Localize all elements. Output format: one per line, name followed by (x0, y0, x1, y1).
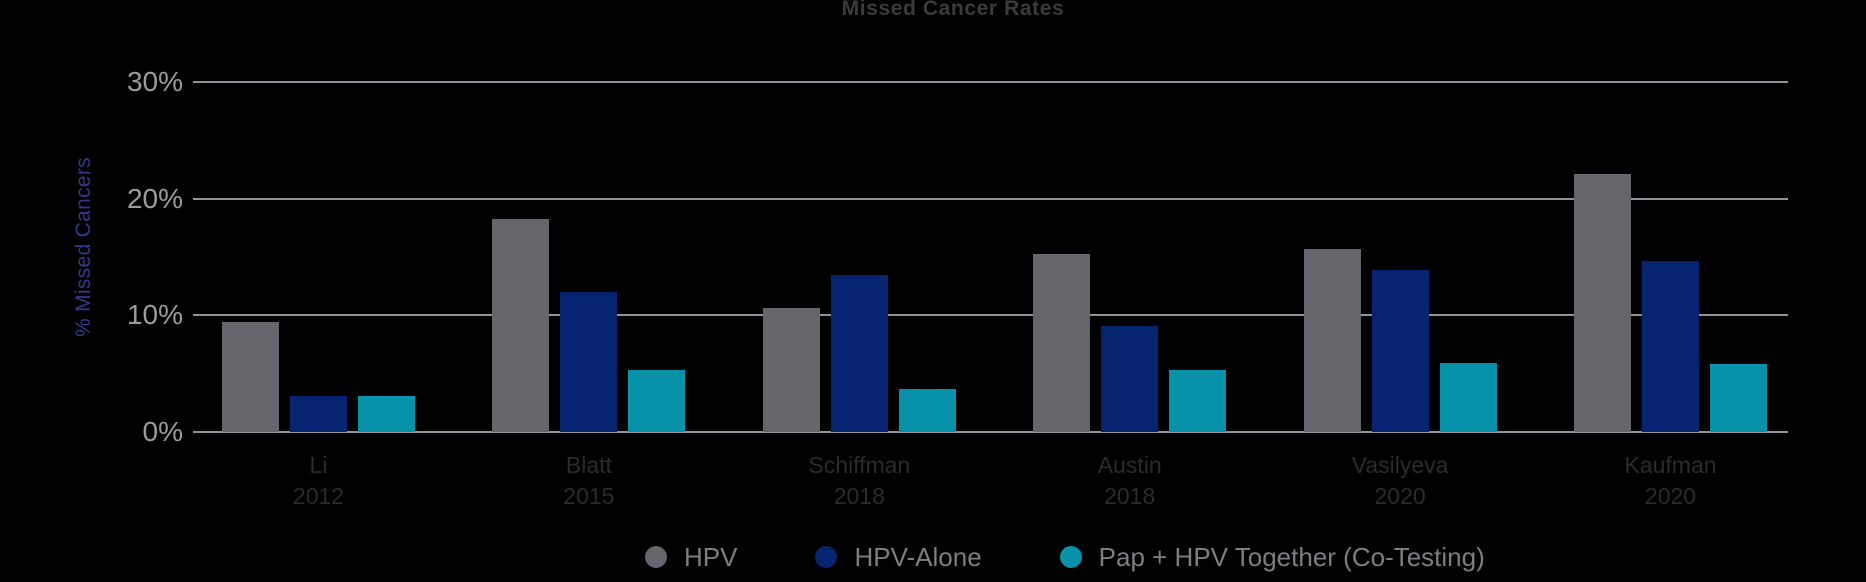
bar-pap-hpv-together-co-testing-li-2012 (358, 395, 415, 432)
x-label-year: 2015 (563, 483, 615, 509)
x-label-name: Vasilyeva (1351, 452, 1449, 478)
legend-dot-icon (645, 546, 667, 568)
bar-hpv-kaufman-2020 (1574, 174, 1631, 432)
bar-hpv-alone-kaufman-2020 (1642, 260, 1699, 432)
x-label-year: 2020 (1374, 483, 1426, 509)
bar-hpv-alone-schiffman-2018 (830, 274, 888, 432)
bar-hpv-blatt-2015 (492, 218, 550, 432)
gridline-30% (193, 81, 1788, 83)
gridline-0% (193, 431, 1788, 433)
bar-hpv-schiffman-2018 (762, 308, 820, 432)
x-label-kaufman-2020: Kaufman 2020 (1536, 450, 1806, 512)
x-label-austin-2018: Austin 2018 (995, 450, 1265, 512)
chart-title: Missed Cancer Rates (841, 0, 1065, 20)
y-tick-30%: 30% (126, 66, 183, 97)
bar-pap-hpv-together-co-testing-austin-2018 (1169, 370, 1227, 432)
legend-label: Pap + HPV Together (Co-Testing) (1098, 541, 1485, 572)
gridline-10% (193, 314, 1788, 317)
x-label-year: 2020 (1644, 483, 1697, 509)
x-label-schiffman-2018: Schiffman 2018 (724, 450, 994, 512)
bar-pap-hpv-together-co-testing-blatt-2015 (628, 370, 686, 432)
x-label-name: Kaufman (1624, 452, 1717, 478)
legend: HPV HPV-Alone Pap + HPV Together (Co-Testi… (645, 541, 1485, 573)
bar-hpv-alone-blatt-2015 (560, 292, 618, 432)
plot-area (193, 81, 1788, 433)
bar-hpv-austin-2018 (1033, 253, 1091, 432)
x-label-name: Schiffman (808, 452, 911, 478)
bar-hpv-vasilyeva-2020 (1303, 248, 1361, 432)
bar-hpv-alone-austin-2018 (1101, 325, 1159, 432)
legend-dot-icon (815, 546, 838, 568)
x-label-year: 2018 (833, 483, 885, 509)
legend-item-pap-hpv-together-co-testing: Pap + HPV Together (Co-Testing) (1059, 541, 1485, 573)
legend-dot-icon (1059, 546, 1082, 568)
gridline-20% (193, 197, 1788, 200)
legend-label: HPV (684, 541, 738, 572)
x-label-vasilyeva-2020: Vasilyeva 2020 (1265, 450, 1535, 512)
legend-item-hpv-alone: HPV-Alone (815, 541, 982, 573)
y-tick-10%: 10% (126, 299, 183, 331)
x-label-li-2012: Li 2012 (184, 450, 454, 512)
bar-hpv-alone-vasilyeva-2020 (1371, 269, 1429, 432)
legend-item-hpv: HPV (645, 542, 737, 573)
y-tick-0%: 0% (142, 416, 183, 447)
bar-pap-hpv-together-co-testing-schiffman-2018 (898, 388, 956, 432)
bar-hpv-alone-li-2012 (290, 395, 347, 432)
bar-pap-hpv-together-co-testing-vasilyeva-2020 (1439, 363, 1497, 432)
x-label-year: 2012 (292, 483, 345, 509)
x-label-year: 2018 (1104, 483, 1156, 509)
x-label-name: Blatt (565, 452, 612, 478)
bar-hpv-li-2012 (222, 322, 279, 432)
x-label-name: Austin (1097, 452, 1162, 478)
y-tick-20%: 20% (126, 182, 183, 214)
x-label-name: Li (309, 452, 328, 478)
legend-label: HPV-Alone (854, 541, 982, 572)
x-label-blatt-2015: Blatt 2015 (454, 450, 724, 512)
bar-pap-hpv-together-co-testing-kaufman-2020 (1710, 364, 1767, 432)
